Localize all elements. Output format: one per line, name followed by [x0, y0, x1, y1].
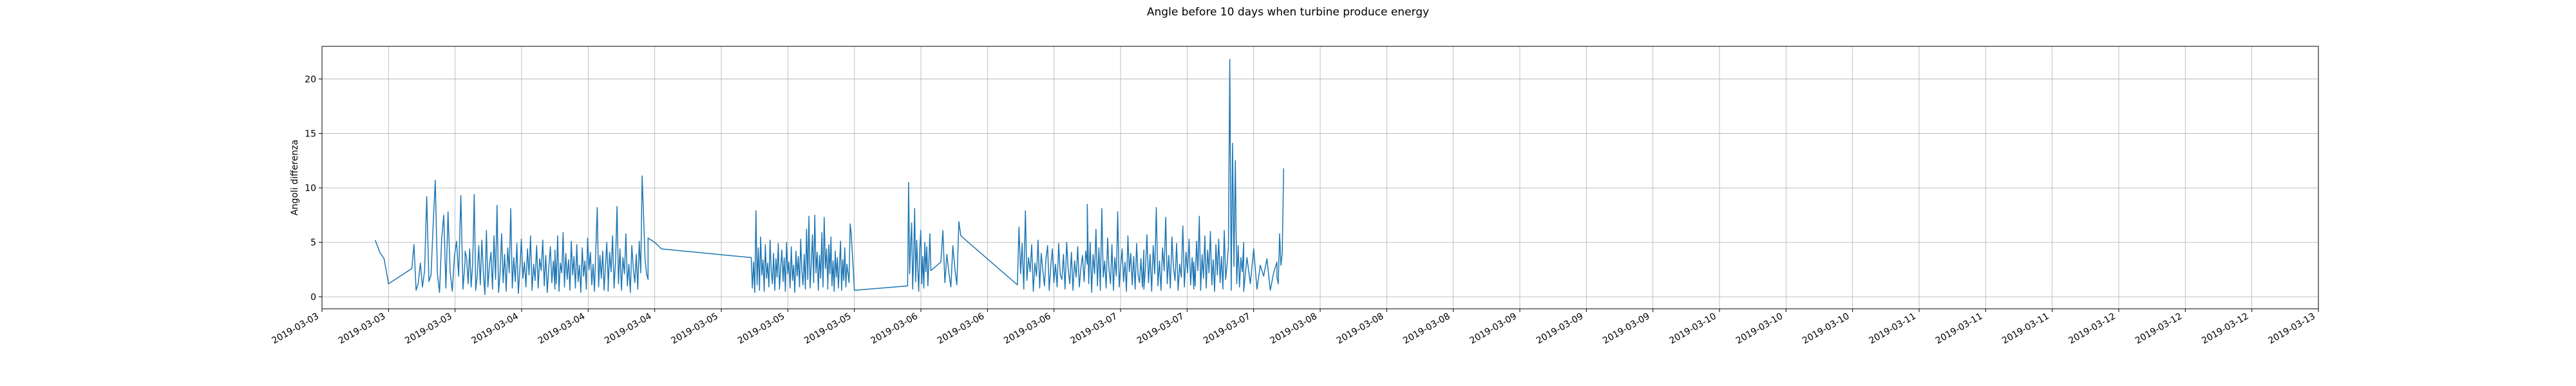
y-axis-label: Angoli differenza — [290, 140, 300, 216]
series-layer — [374, 59, 1284, 295]
x-tick-label: 2019-03-12 — [2134, 311, 2184, 347]
x-tick-label: 2019-03-04 — [470, 311, 521, 347]
x-tick-label: 2019-03-09 — [1601, 311, 1651, 347]
x-tick-label: 2019-03-05 — [736, 311, 786, 347]
x-tick-label: 2019-03-11 — [2000, 311, 2050, 347]
x-tick-label: 2019-03-10 — [1668, 311, 1718, 347]
x-tick-label: 2019-03-04 — [603, 311, 654, 347]
x-tick-label: 2019-03-12 — [2200, 311, 2250, 347]
x-tick-label: 2019-03-06 — [936, 311, 987, 347]
x-tick-label: 2019-03-04 — [536, 311, 587, 347]
x-tick-label: 2019-03-10 — [1734, 311, 1785, 347]
x-tick-label: 2019-03-06 — [1002, 311, 1053, 347]
x-tick-label: 2019-03-06 — [869, 311, 920, 347]
x-tick-label: 2019-03-08 — [1401, 311, 1452, 347]
x-tick-label: 2019-03-09 — [1468, 311, 1519, 347]
x-tick-label: 2019-03-03 — [270, 311, 321, 347]
x-tick-label: 2019-03-09 — [1535, 311, 1585, 347]
y-tick-label: 15 — [305, 129, 316, 139]
y-tick-label: 10 — [305, 183, 316, 194]
plot-frame — [321, 46, 2319, 309]
x-tick-label: 2019-03-12 — [2067, 311, 2117, 347]
y-axis: 0 5 10 15 20 — [305, 75, 322, 302]
x-tick-label: 2019-03-08 — [1269, 311, 1319, 347]
x-tick-label: 2019-03-13 — [2267, 311, 2317, 347]
grid-layer — [321, 46, 2319, 309]
x-tick-label: 2019-03-05 — [802, 311, 853, 347]
y-tick-label: 0 — [310, 292, 316, 302]
series-line — [374, 59, 1284, 295]
x-tick-label: 2019-03-05 — [670, 311, 720, 347]
x-axis: 2019-03-03 2019-03-03 2019-03-03 2019-03-04… — [270, 309, 2319, 347]
x-tick-label: 2019-03-10 — [1801, 311, 1851, 347]
x-tick-label: 2019-03-03 — [337, 311, 387, 347]
y-tick-label: 20 — [305, 75, 316, 85]
x-tick-label: 2019-03-07 — [1069, 311, 1119, 347]
chart-title: Angle before 10 days when turbine produc… — [1147, 6, 1429, 19]
x-tick-label: 2019-03-07 — [1135, 311, 1186, 347]
x-tick-label: 2019-03-03 — [403, 311, 453, 347]
x-tick-label: 2019-03-08 — [1335, 311, 1385, 347]
x-tick-label: 2019-03-07 — [1202, 311, 1252, 347]
y-tick-label: 5 — [310, 238, 316, 248]
x-tick-label: 2019-03-11 — [1934, 311, 1984, 347]
x-tick-label: 2019-03-11 — [1868, 311, 1918, 347]
